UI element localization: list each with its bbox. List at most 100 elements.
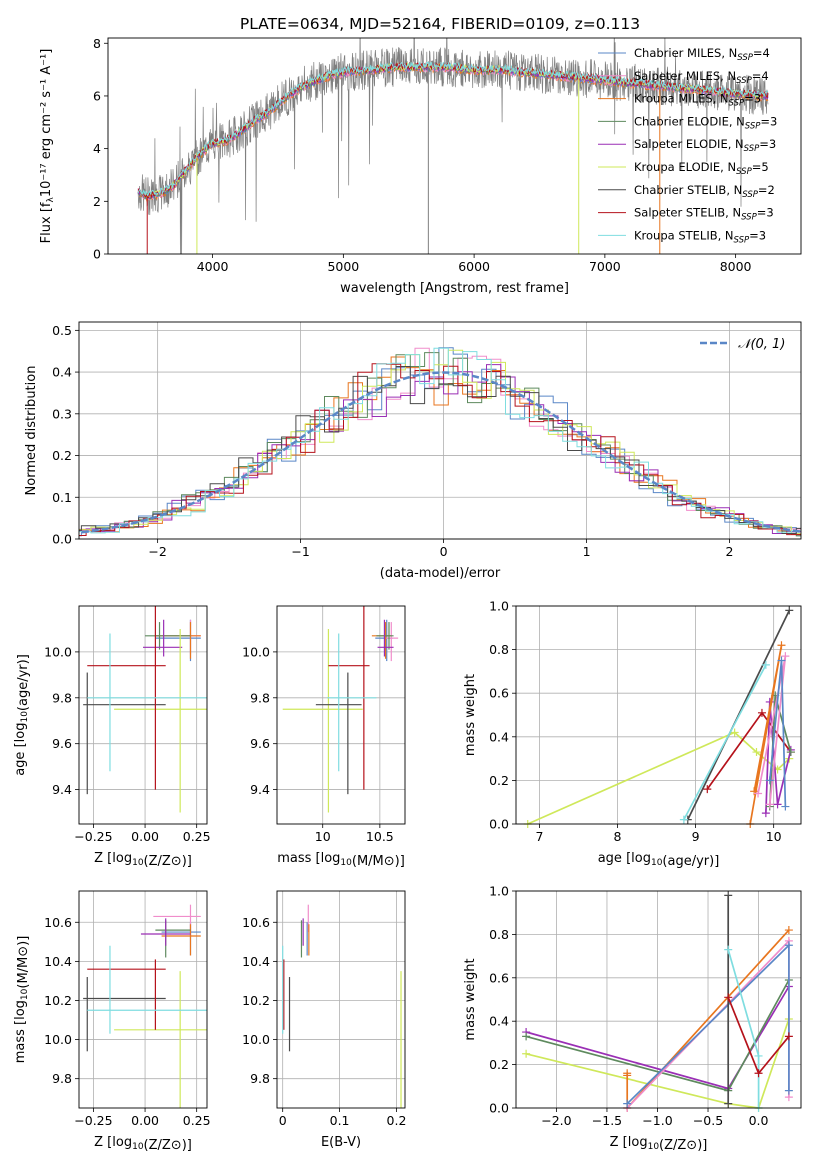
- axes-frame: [276, 605, 406, 825]
- y-tick-label: 0.2: [52, 448, 72, 463]
- axes-frame: [515, 890, 802, 1109]
- x-tick-label: 10: [315, 829, 331, 844]
- x-tick-label: 0.0: [749, 1113, 769, 1128]
- legend: Chabrier MILES, NSSP=4 Salpeter MILES, NS…: [598, 46, 777, 245]
- y-tick-label: 0.6: [489, 686, 509, 701]
- y-tick-label: 0.4: [489, 729, 509, 744]
- x-tick-label: −0.5: [693, 1113, 723, 1128]
- legend: 𝒩(0, 1): [700, 337, 785, 352]
- figure-title: PLATE=0634, MJD=52164, FIBERID=0109, z=0…: [240, 15, 640, 33]
- x-axis-label: (data-model)/error: [380, 566, 501, 581]
- axes-frame: [78, 605, 208, 825]
- y-axis-label: Normed distribution: [24, 366, 39, 496]
- plot-area: [79, 606, 207, 824]
- y-tick-label: 2: [93, 194, 101, 209]
- weight-marker-chabrier_stelib: [785, 606, 794, 615]
- marks: [282, 606, 399, 813]
- y-tick-label: 0.3: [52, 406, 72, 421]
- x-tick-label: 7000: [589, 259, 621, 274]
- ticks: 4000 5000 6000 7000 8000 0 2 4 6 8: [93, 36, 752, 274]
- y-tick-label: 0.2: [489, 773, 509, 788]
- y-tick-label: 4: [93, 141, 101, 156]
- y-tick-label: 0.6: [489, 970, 509, 985]
- weight-marker-salpeter_stelib: [784, 1032, 793, 1041]
- marks: [522, 891, 793, 1112]
- weight-marker-chabrier_miles: [784, 941, 793, 950]
- y-tick-label: 10.0: [242, 1032, 270, 1047]
- y-axis-label: mass [log10(M/M⊙)]: [13, 936, 31, 1064]
- x-tick-label: 1: [583, 544, 591, 559]
- y-tick-label: 9.6: [250, 736, 270, 751]
- x-tick-label: 4000: [197, 259, 229, 274]
- marks: [137, 38, 769, 254]
- histogram-salpeter_stelib: [79, 363, 801, 536]
- y-tick-label: 1.0: [489, 884, 509, 899]
- weight-marker-kroupa_miles: [623, 1071, 632, 1080]
- legend-label: Kroupa ELODIE, NSSP=5: [634, 160, 769, 177]
- ticks: −2 −1 0 1 2 0.0 0.1 0.2 0.3 0.4 0.5: [52, 323, 733, 559]
- y-tick-label: 1.0: [489, 599, 509, 614]
- weight-marker-kroupa_miles: [777, 641, 786, 650]
- legend-label: Chabrier MILES, NSSP=4: [634, 46, 770, 63]
- weight-marker-chabrier_miles: [623, 1099, 632, 1108]
- x-tick-label: 6000: [458, 259, 490, 274]
- ticks: 0 0.1 0.2 9.8 10.0 10.2 10.4 10.6: [242, 915, 406, 1128]
- weight-marker-salpeter_elodie: [773, 800, 782, 809]
- x-axis-label: mass [log10(M/M⊙)]: [277, 851, 405, 869]
- y-tick-label: 10.0: [242, 644, 270, 659]
- y-tick-label: 10.2: [242, 993, 270, 1008]
- panel-residuals: −2 −1 0 1 2 0.0 0.1 0.2 0.3 0.4 0.5 (data-model)/er…: [24, 321, 802, 581]
- x-tick-label: 10: [766, 829, 782, 844]
- y-tick-label: 0: [93, 247, 101, 262]
- x-tick-label: 0: [279, 1113, 287, 1128]
- y-axis-label: mass weight: [463, 958, 478, 1040]
- marks: [83, 606, 207, 813]
- y-tick-label: 0.8: [489, 927, 509, 942]
- weight-marker-chabrier_miles: [784, 1086, 793, 1095]
- y-tick-label: 10.4: [44, 954, 72, 969]
- axes-frame: [78, 321, 802, 540]
- weight-marker-chabrier_elodie: [786, 748, 795, 757]
- panel-mass_weight_vs_Z: −2.0 −1.5 −1.0 −0.5 0.0 0.0 0.2 0.4 0.6 0.8 1.0 Z […: [463, 884, 802, 1153]
- x-tick-label: −1: [291, 544, 309, 559]
- x-axis-label: wavelength [Angstrom, rest frame]: [340, 281, 569, 296]
- x-tick-label: 0.25: [183, 829, 211, 844]
- weight-line-kroupa_stelib: [683, 664, 767, 820]
- ticks: −0.25 0.00 0.25 9.4 9.6 9.8 10.0: [44, 644, 210, 844]
- plot-area: [277, 891, 405, 1108]
- weight-marker-salpeter_miles: [754, 789, 763, 798]
- x-tick-label: 2: [726, 544, 734, 559]
- y-tick-label: 0.4: [52, 365, 72, 380]
- y-tick-label: 0.4: [489, 1014, 509, 1029]
- spectrum-layer: [137, 38, 769, 254]
- weight-marker-kroupa_elodie: [730, 728, 739, 737]
- marks: [523, 606, 795, 828]
- panel-spectrum: 4000 5000 6000 7000 8000 0 2 4 6 8 wavelength [Ang…: [39, 36, 802, 296]
- x-axis-label: age [log10(age/yr)]: [598, 851, 720, 869]
- weight-marker-salpeter_stelib: [754, 1069, 763, 1078]
- x-tick-label: −2: [148, 544, 166, 559]
- x-tick-label: 0.00: [131, 829, 159, 844]
- marks: [282, 904, 402, 1108]
- panel-mass_vs_Z: −0.25 0.00 0.25 9.8 10.0 10.2 10.4 10.6 Z [log10…: [13, 890, 211, 1153]
- axes-frame: [78, 890, 208, 1109]
- weight-marker-kroupa_stelib: [754, 1051, 763, 1060]
- weight-marker-kroupa_elodie: [522, 1049, 531, 1058]
- weight-marker-salpeter_stelib: [703, 785, 712, 794]
- plot-area: [277, 606, 405, 824]
- weight-marker-salpeter_stelib: [757, 708, 766, 717]
- x-tick-label: −2.0: [541, 1113, 571, 1128]
- y-tick-label: 10.0: [44, 644, 72, 659]
- y-tick-label: 10.0: [44, 1032, 72, 1047]
- x-tick-label: 8: [614, 829, 622, 844]
- x-tick-label: −0.25: [74, 829, 112, 844]
- marks: [79, 347, 801, 537]
- y-tick-label: 10.4: [242, 954, 270, 969]
- x-tick-label: −1.5: [592, 1113, 622, 1128]
- y-tick-label: 9.8: [250, 1071, 270, 1086]
- axes-frame: [276, 890, 406, 1109]
- grid: [79, 891, 207, 1108]
- weight-marker-salpeter_miles: [781, 652, 790, 661]
- y-tick-label: 10.6: [242, 915, 270, 930]
